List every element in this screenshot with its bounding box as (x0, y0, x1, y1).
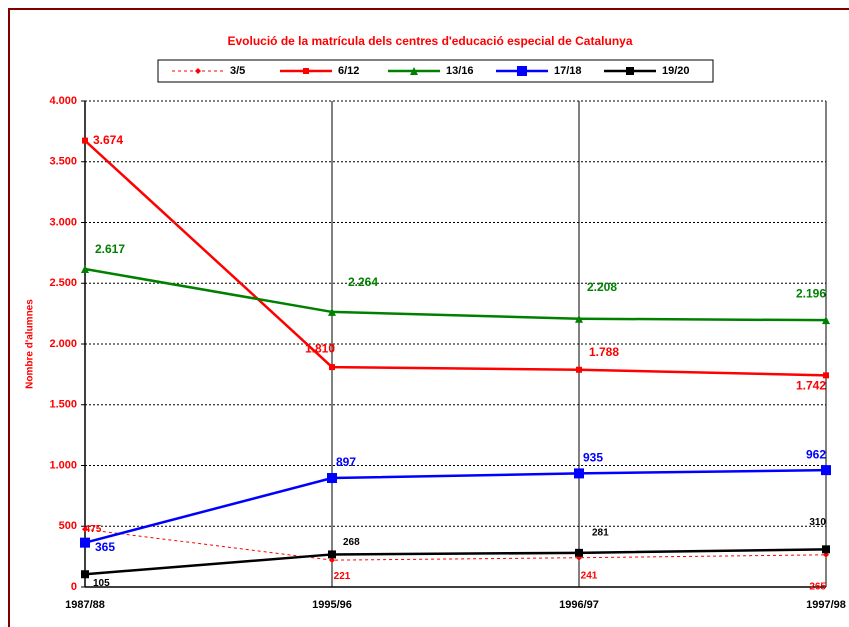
data-label: 365 (95, 540, 115, 554)
y-tick-label: 2.500 (49, 277, 77, 289)
data-label: 1.742 (796, 379, 826, 393)
data-point (329, 557, 335, 564)
y-axis-title: Nombre d'alumnes (25, 299, 36, 389)
data-point (328, 307, 336, 316)
data-point (574, 468, 584, 479)
data-point (329, 364, 335, 371)
legend-marker (517, 66, 527, 76)
data-label: 281 (592, 527, 609, 538)
legend-label: 6/12 (338, 65, 359, 77)
chart-title: Evolució de la matrícula dels centres d'… (227, 34, 632, 48)
series-line (84, 548, 827, 576)
data-point (82, 137, 88, 144)
data-label: 935 (583, 451, 603, 465)
y-tick-label: 3.500 (49, 156, 77, 168)
data-point (575, 314, 583, 323)
data-point (821, 465, 831, 476)
data-label: 3.674 (93, 133, 123, 147)
legend-label: 13/16 (446, 65, 474, 77)
data-label: 1.788 (589, 345, 619, 359)
x-tick-label: 1987/88 (65, 599, 105, 611)
legend-marker (626, 67, 634, 75)
data-point (82, 526, 88, 533)
data-point (80, 537, 90, 548)
data-point (327, 473, 337, 484)
data-point (328, 550, 336, 559)
data-label: 105 (93, 578, 110, 589)
y-tick-label: 1.000 (49, 459, 77, 471)
data-point (81, 265, 89, 274)
data-label: 962 (806, 447, 826, 461)
data-point (576, 366, 582, 373)
data-label: 2.196 (796, 286, 826, 300)
data-point (822, 316, 830, 325)
data-label: 475 (85, 524, 102, 535)
legend-marker (303, 68, 309, 74)
y-tick-label: 0 (71, 581, 77, 593)
data-point (823, 372, 829, 379)
series-line (84, 528, 827, 561)
data-label: 241 (581, 570, 598, 581)
data-label: 2.264 (348, 275, 378, 289)
legend-label: 19/20 (662, 65, 690, 77)
series-line (84, 468, 827, 544)
x-tick-label: 1996/97 (559, 599, 599, 611)
data-label: 310 (809, 517, 826, 528)
data-label: 1.810 (305, 341, 335, 355)
legend-marker (195, 68, 201, 74)
legend-label: 17/18 (554, 65, 582, 77)
data-label: 265 (809, 581, 826, 592)
y-tick-label: 500 (59, 520, 77, 532)
legend-label: 3/5 (230, 65, 245, 77)
x-tick-label: 1995/96 (312, 599, 352, 611)
data-label: 2.208 (587, 280, 617, 294)
data-label: 897 (336, 455, 356, 469)
chart-frame (8, 8, 849, 627)
data-point (575, 548, 583, 557)
series-line (84, 267, 827, 322)
y-tick-label: 4.000 (49, 95, 77, 107)
x-tick-label: 1997/98 (806, 599, 846, 611)
y-tick-label: 3.000 (49, 216, 77, 228)
data-point (81, 570, 89, 579)
series-line (84, 139, 827, 377)
legend-marker (410, 67, 418, 75)
data-label: 2.617 (95, 242, 125, 256)
y-tick-label: 1.500 (49, 399, 77, 411)
data-label: 268 (343, 537, 360, 548)
data-point (822, 545, 830, 554)
y-tick-label: 2.000 (49, 338, 77, 350)
data-label: 221 (334, 571, 351, 582)
